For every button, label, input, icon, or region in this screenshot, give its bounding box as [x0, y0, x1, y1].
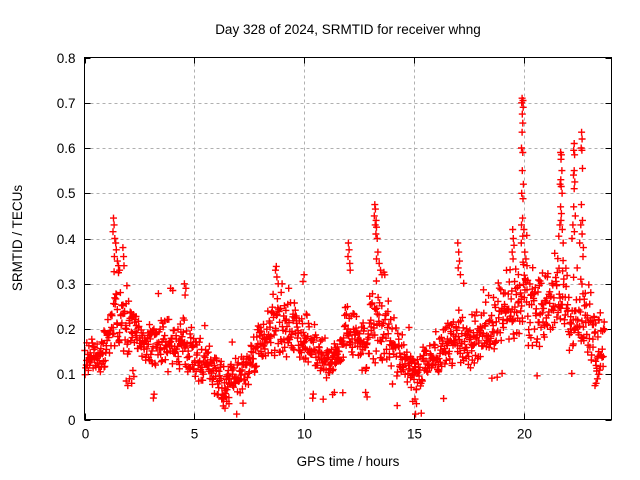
- y-tick-label: 0.2: [57, 322, 76, 337]
- tick-labels: 0 5 10 15 20 0 0.1 0.2 0.3 0.4 0.5 0.6 0.7 0.8: [57, 51, 532, 442]
- plot-border: [84, 57, 612, 420]
- y-tick-label: 0.4: [57, 232, 76, 247]
- scatter-markers: [81, 94, 608, 418]
- y-tick-label: 0.7: [57, 96, 76, 111]
- y-tick-label: 0.8: [57, 51, 76, 66]
- x-axis-label: GPS time / hours: [297, 454, 400, 469]
- y-tick-label: 0.6: [57, 141, 76, 156]
- y-tick-label: 0: [68, 413, 76, 428]
- y-tick-label: 0.1: [57, 367, 76, 382]
- x-tick-label: 5: [191, 427, 199, 442]
- x-tick-label: 15: [407, 427, 422, 442]
- axis-ticks: [84, 57, 612, 421]
- y-axis-label: SRMTID / TECUs: [10, 185, 25, 292]
- y-tick-label: 0.5: [57, 186, 76, 201]
- x-tick-label: 0: [82, 427, 90, 442]
- data-points: [81, 94, 608, 418]
- chart-title: Day 328 of 2024, SRMTID for receiver whn…: [215, 22, 481, 37]
- gridlines: [84, 57, 612, 420]
- x-tick-label: 10: [297, 427, 312, 442]
- x-tick-label: 20: [517, 427, 532, 442]
- y-tick-label: 0.3: [57, 277, 76, 292]
